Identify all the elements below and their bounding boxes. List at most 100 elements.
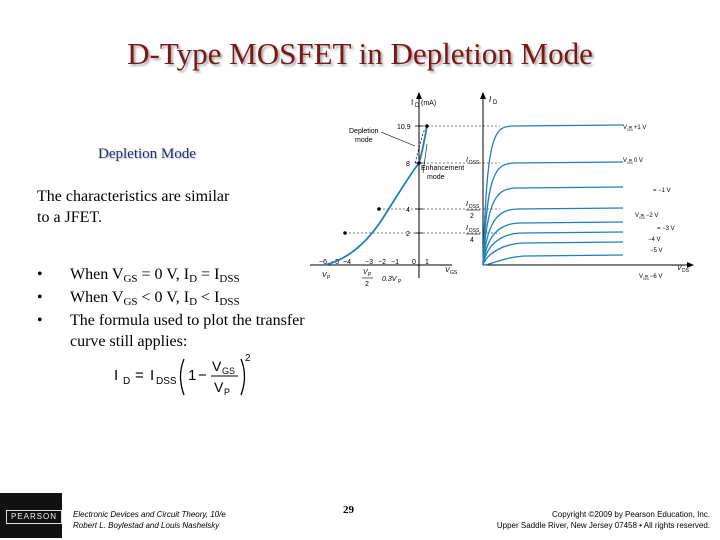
subscript: D — [189, 296, 198, 308]
formula-numerator: V — [212, 358, 222, 374]
formula-one: 1 — [188, 367, 196, 384]
half-vp-den: 2 — [365, 281, 369, 288]
transfer-curve — [324, 125, 428, 266]
copyright-line-1: Copyright ©2009 by Pearson Education, In… — [552, 510, 710, 519]
bullet-item-3: • The formula used to plot the transfer … — [37, 310, 400, 352]
bullet-text: = 0 V, I — [137, 266, 190, 283]
point3-sub: P — [398, 279, 402, 285]
xtick-m4: −4 — [343, 259, 351, 266]
curve-label-vgs-0: V = 0 V — [623, 158, 643, 164]
vds-axis-label: V — [677, 265, 683, 272]
idss-sub: DSS — [469, 160, 480, 166]
curve-label-sub: GS — [643, 276, 649, 281]
xtick-0: 0 — [412, 259, 416, 266]
drain-axis-sub: D — [493, 100, 498, 106]
copyright-notice: Copyright ©2009 by Pearson Education, In… — [497, 509, 710, 531]
xtick-m6: −6 — [319, 259, 327, 266]
pearson-logo: PEARSON — [0, 493, 62, 538]
transfer-axis-sub: D — [415, 103, 420, 109]
ytick-8: 8 — [406, 161, 410, 168]
mosfet-characteristics-figure: I D (mA) 10.9 8 4 2 −6 −5 −4 −3 −2 −1 0 … — [310, 92, 694, 288]
arrow-up-icon — [480, 92, 486, 99]
idss2-sub: DSS — [469, 204, 480, 210]
depletion-annotation-1: Depletion — [349, 128, 379, 135]
bullet-text-line-1: The formula used to plot the transfer — [70, 312, 305, 329]
xtick-m3: −3 — [365, 259, 373, 266]
ytick-2: 2 — [406, 231, 410, 238]
book-authors: Robert L. Boylestad and Louis Nashelsky — [73, 521, 220, 530]
drain-curve — [482, 161, 624, 266]
formula-minus: − — [198, 367, 207, 384]
ytick-10-9: 10.9 — [397, 124, 411, 131]
curve-label-vgs-m3: = −3 V — [657, 226, 675, 232]
intro-line-2: to a JFET. — [37, 209, 103, 226]
drain-axis-label: I — [489, 95, 492, 104]
bullet-item-2: • When VGS < 0 V, ID < IDSS — [37, 287, 400, 310]
vgs-axis-sub: GS — [450, 270, 458, 276]
drain-curve — [482, 231, 624, 266]
curve-label-vgs-p1: V = +1 V — [623, 125, 646, 131]
half-vp-sub: P — [368, 272, 372, 278]
vp-label: V — [322, 272, 328, 279]
drain-curve — [482, 124, 624, 266]
shockley-formula: I D = I DSS 1 − V GS V P 2 — [114, 353, 251, 397]
page-number: 29 — [343, 504, 354, 516]
transfer-point — [343, 231, 347, 235]
curve-label-sub: GS — [627, 160, 633, 165]
curve-label-vgs-m1: = −1 V — [653, 188, 671, 194]
formula-denominator-sub: P — [224, 387, 230, 397]
curve-label-sub: GS — [627, 127, 633, 132]
formula-coef-sub: DSS — [156, 376, 177, 387]
bullet-text: < I — [197, 289, 220, 306]
idss4-label: I — [466, 225, 468, 232]
formula-exponent: 2 — [245, 353, 251, 364]
slide-title: D-Type MOSFET in Depletion Mode — [127, 36, 593, 71]
bullet-text: When V — [70, 289, 124, 306]
idss4-den: 4 — [470, 237, 474, 244]
vp-sub: P — [327, 275, 331, 281]
transfer-point — [417, 161, 421, 165]
transfer-curve-plot: I D (mA) 10.9 8 4 2 −6 −5 −4 −3 −2 −1 0 … — [310, 92, 500, 288]
bullet-dot: • — [37, 266, 43, 283]
pearson-logo-text: PEARSON — [6, 510, 62, 524]
drain-curve — [482, 186, 624, 266]
arrow-right-icon — [687, 262, 694, 268]
drain-characteristics-plot: I D I DSS I DSS 2 I DSS 4 V = +1 V GS V … — [466, 92, 694, 281]
point3-label: 0.3V — [382, 276, 398, 283]
formula-coef: I — [150, 367, 154, 384]
drain-curve — [482, 221, 624, 266]
half-vp-num: V — [363, 269, 369, 276]
drain-curve — [482, 241, 624, 266]
transfer-point — [425, 124, 429, 128]
drain-curve — [482, 207, 624, 266]
curve-label-vgs-m6: V = −6 V — [639, 274, 662, 280]
formula-numerator-sub: GS — [222, 366, 235, 376]
idss-label: I — [466, 157, 468, 164]
book-citation: Electronic Devices and Circuit Theory, 1… — [73, 509, 226, 531]
formula-lhs: I — [114, 367, 118, 384]
transfer-point — [377, 207, 381, 211]
vgs-axis-label: V — [445, 267, 451, 274]
drain-curve — [482, 254, 624, 266]
book-title: Electronic Devices and Circuit Theory, 1… — [73, 510, 226, 519]
slide-subtitle: Depletion Mode — [98, 146, 196, 162]
formula-left-paren — [179, 358, 185, 396]
subscript: DSS — [219, 273, 240, 285]
idss2-den: 2 — [470, 213, 474, 220]
xtick-m2: −2 — [378, 259, 386, 266]
transfer-axis-unit: (mA) — [421, 100, 436, 107]
formula-lhs-sub: D — [123, 376, 130, 387]
formula-equals: = — [135, 367, 144, 384]
subscript: GS — [123, 273, 138, 285]
drain-curve-group — [482, 124, 624, 266]
xtick-m1: −1 — [391, 259, 399, 266]
ytick-4: 4 — [406, 207, 410, 214]
enhancement-annotation-1: Enhancement — [421, 165, 464, 172]
idss4-sub: DSS — [469, 228, 480, 234]
formula-denominator: V — [214, 379, 224, 395]
enhancement-annotation-2: mode — [427, 174, 445, 181]
arrow-up-icon — [416, 92, 422, 99]
bullet-dot: • — [37, 289, 43, 306]
bullet-text-line-2: curve still applies: — [70, 333, 188, 350]
vds-axis-sub: DS — [682, 268, 690, 274]
